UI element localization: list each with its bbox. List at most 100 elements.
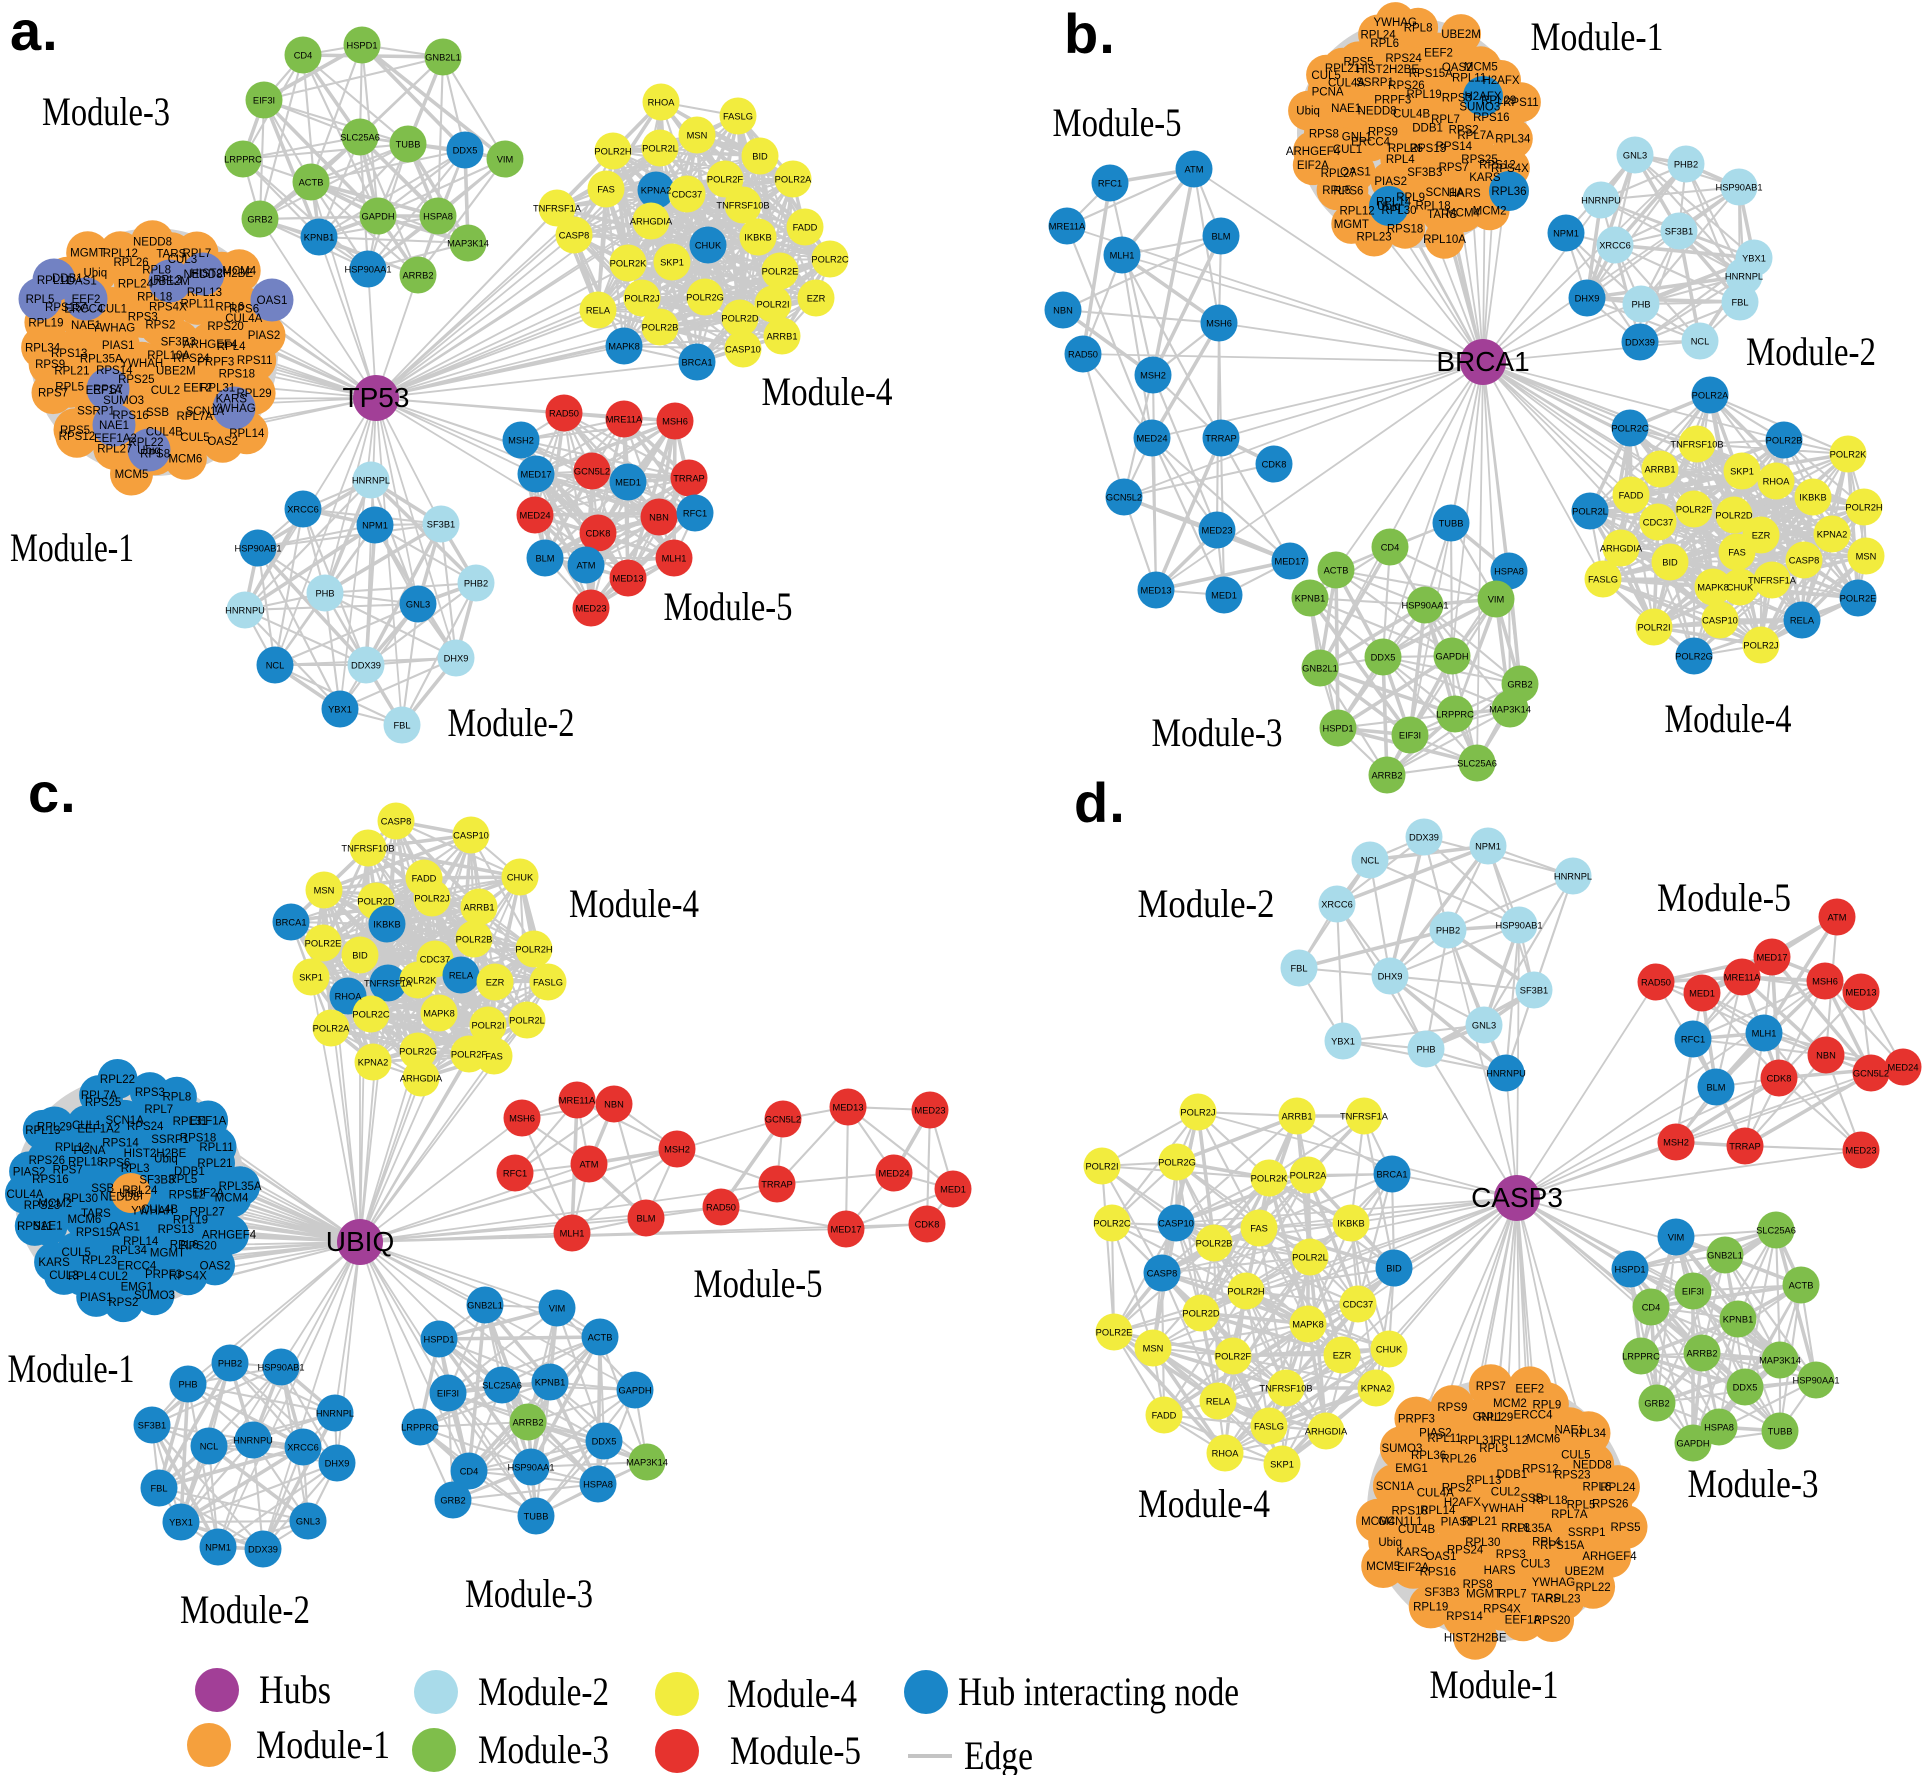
svg-text:RPS18: RPS18 <box>1387 224 1423 236</box>
svg-text:Module-3: Module-3 <box>478 1727 609 1772</box>
svg-text:POLR2J: POLR2J <box>624 294 659 304</box>
svg-text:EEF2: EEF2 <box>1515 1383 1544 1395</box>
svg-text:PRPF3: PRPF3 <box>145 1269 182 1281</box>
svg-text:OAS1: OAS1 <box>109 1222 140 1234</box>
svg-text:RPL12: RPL12 <box>103 248 138 260</box>
svg-text:DDX5: DDX5 <box>592 1437 617 1447</box>
svg-text:EEF1A2: EEF1A2 <box>77 1124 120 1136</box>
svg-text:RPL18: RPL18 <box>68 1157 103 1169</box>
svg-text:MSN: MSN <box>687 131 708 141</box>
svg-text:NCL: NCL <box>266 661 285 671</box>
svg-text:Module-1: Module-1 <box>1430 1662 1559 1707</box>
svg-text:RPL29: RPL29 <box>1478 1412 1513 1424</box>
svg-text:CUL1: CUL1 <box>98 304 127 316</box>
svg-text:RPL7: RPL7 <box>144 1104 173 1116</box>
svg-text:EEF1A: EEF1A <box>190 1116 227 1128</box>
svg-text:GRB2: GRB2 <box>247 215 272 225</box>
svg-text:ATM: ATM <box>1828 913 1847 923</box>
svg-text:IKBKB: IKBKB <box>1799 493 1826 503</box>
svg-text:OAS1: OAS1 <box>257 295 288 307</box>
svg-text:ATM: ATM <box>577 561 596 571</box>
svg-text:ATM: ATM <box>1185 165 1204 175</box>
svg-text:CUL1: CUL1 <box>1333 144 1362 156</box>
svg-text:DDB1: DDB1 <box>1496 1469 1527 1481</box>
svg-text:MED23: MED23 <box>575 604 606 614</box>
svg-text:RPS2: RPS2 <box>1449 124 1479 136</box>
svg-text:NAE1: NAE1 <box>71 320 101 332</box>
svg-text:TARS: TARS <box>156 249 186 261</box>
svg-text:HSP90AA1: HSP90AA1 <box>507 1463 554 1473</box>
svg-text:RPL6: RPL6 <box>1370 38 1399 50</box>
svg-text:TNFRSF1A: TNFRSF1A <box>1340 1112 1389 1122</box>
svg-text:RPL23: RPL23 <box>1545 1593 1580 1605</box>
svg-text:Module-4: Module-4 <box>762 369 893 414</box>
svg-text:KPNA2: KPNA2 <box>358 1058 389 1068</box>
svg-text:RPS11: RPS11 <box>237 355 273 367</box>
svg-text:HSP90AB1: HSP90AB1 <box>1715 183 1762 193</box>
svg-text:ARRB2: ARRB2 <box>512 1418 543 1428</box>
svg-text:DDB1: DDB1 <box>1412 122 1443 134</box>
svg-text:BRCA1: BRCA1 <box>275 918 306 928</box>
svg-text:Module-5: Module-5 <box>1053 100 1182 145</box>
svg-text:MLH1: MLH1 <box>1110 251 1135 261</box>
svg-text:POLR2L: POLR2L <box>1572 507 1608 517</box>
svg-text:RPS3: RPS3 <box>1442 93 1472 105</box>
svg-text:HSP90AB1: HSP90AB1 <box>234 544 281 554</box>
svg-text:HSP90AB1: HSP90AB1 <box>257 1363 304 1373</box>
svg-text:RPS24: RPS24 <box>173 353 210 365</box>
svg-text:PRPF3: PRPF3 <box>1398 1414 1435 1426</box>
svg-text:LRPPRC: LRPPRC <box>1436 710 1474 720</box>
svg-text:MCM4: MCM4 <box>215 1193 249 1205</box>
svg-text:Ubiq: Ubiq <box>1378 1537 1402 1549</box>
svg-text:NCL: NCL <box>200 1442 219 1452</box>
svg-text:ERCC4: ERCC4 <box>64 304 104 316</box>
svg-text:RPL31: RPL31 <box>1460 1435 1495 1447</box>
svg-text:MSH6: MSH6 <box>1812 977 1838 987</box>
svg-text:TNFRSF1A: TNFRSF1A <box>1748 576 1797 586</box>
svg-text:CASP8: CASP8 <box>1789 556 1820 566</box>
svg-text:Ubiq: Ubiq <box>83 267 107 279</box>
svg-text:MCM5: MCM5 <box>1366 1561 1400 1573</box>
svg-text:CASP3: CASP3 <box>1471 1182 1563 1213</box>
svg-text:FASLG: FASLG <box>1588 575 1618 585</box>
svg-text:RPL13: RPL13 <box>187 287 222 299</box>
svg-text:CHUK: CHUK <box>1727 583 1754 593</box>
svg-text:CUL3: CUL3 <box>49 1270 78 1282</box>
svg-text:SUMO3: SUMO3 <box>103 395 144 407</box>
svg-text:MED17: MED17 <box>1274 557 1305 567</box>
svg-text:KPNA2: KPNA2 <box>641 186 672 196</box>
svg-text:NEDD8: NEDD8 <box>1573 1460 1612 1472</box>
svg-text:ATM: ATM <box>580 1160 599 1170</box>
svg-text:XRCC6: XRCC6 <box>287 1443 319 1453</box>
svg-text:NBN: NBN <box>1053 306 1073 316</box>
svg-text:MRE11A: MRE11A <box>606 415 643 425</box>
svg-text:ARHGEF4: ARHGEF4 <box>1582 1551 1637 1563</box>
svg-text:RPL11: RPL11 <box>1427 1433 1461 1445</box>
svg-text:POLR2L: POLR2L <box>509 1016 545 1026</box>
svg-text:RPL18: RPL18 <box>1532 1495 1567 1507</box>
svg-text:RPS5: RPS5 <box>1610 1522 1640 1534</box>
svg-text:HSP90AA1: HSP90AA1 <box>1401 601 1448 611</box>
svg-text:MED23: MED23 <box>914 1106 945 1116</box>
svg-text:RPL12: RPL12 <box>1493 1435 1528 1447</box>
svg-text:HARS: HARS <box>1449 188 1481 200</box>
svg-text:ARRB2: ARRB2 <box>1371 771 1402 781</box>
svg-text:BLM: BLM <box>1706 1083 1725 1093</box>
svg-text:EZR: EZR <box>1333 1351 1352 1361</box>
svg-text:FASLG: FASLG <box>723 112 753 122</box>
svg-text:CASP8: CASP8 <box>1147 1269 1178 1279</box>
svg-text:CUL4B: CUL4B <box>141 1204 178 1216</box>
svg-text:RPL34: RPL34 <box>1495 134 1531 146</box>
svg-text:MSH2: MSH2 <box>508 436 534 446</box>
svg-text:RPS2: RPS2 <box>1442 1483 1472 1495</box>
svg-text:Module-5: Module-5 <box>730 1728 861 1773</box>
svg-text:RPL34: RPL34 <box>1571 1428 1607 1440</box>
svg-text:DDB1: DDB1 <box>52 273 83 285</box>
svg-text:POLR2B: POLR2B <box>1196 1239 1233 1249</box>
svg-text:FAS: FAS <box>597 185 615 195</box>
svg-text:TRRAP: TRRAP <box>1729 1142 1761 1152</box>
svg-text:RPS18: RPS18 <box>1391 1505 1427 1517</box>
svg-text:POLR2I: POLR2I <box>1085 1162 1118 1172</box>
svg-text:UBE2M: UBE2M <box>156 366 196 378</box>
svg-text:POLR2K: POLR2K <box>400 976 437 986</box>
